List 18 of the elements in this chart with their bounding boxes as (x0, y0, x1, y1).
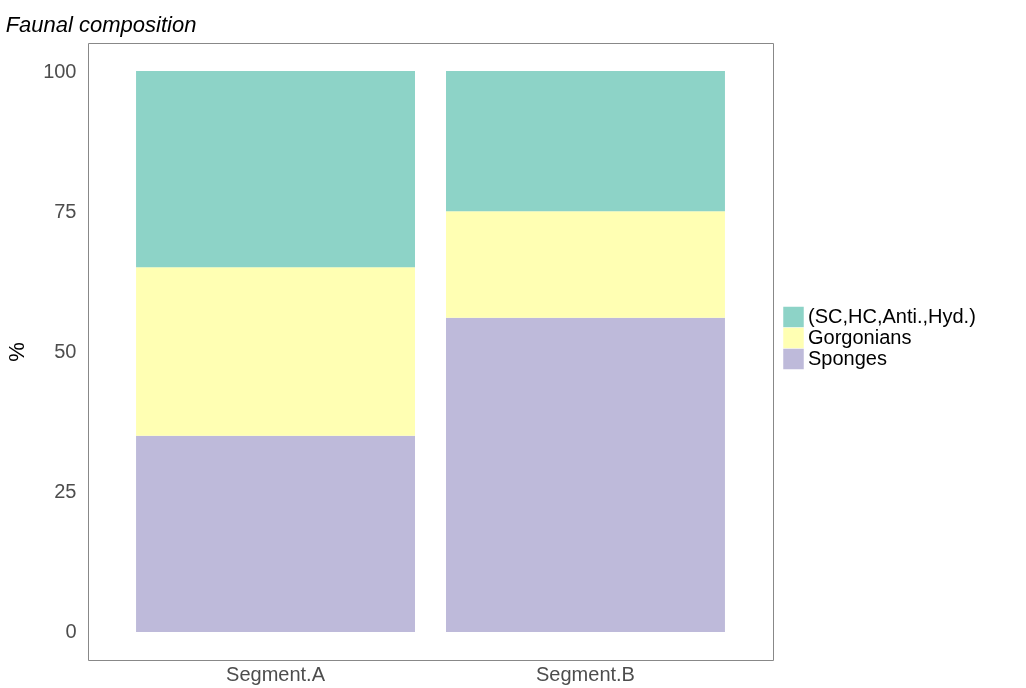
y-tick-label: 0 (65, 620, 77, 643)
x-tick-label: Segment.A (226, 662, 326, 685)
chart-title: Faunal composition (5, 12, 197, 37)
y-tick-label: 50 (54, 340, 77, 362)
bar (446, 317, 725, 632)
y-tick-label: 25 (54, 480, 77, 503)
y-tick-label: 75 (54, 199, 77, 222)
legend-label: Sponges (808, 347, 887, 369)
bar (446, 211, 725, 318)
bar (136, 71, 415, 268)
legend-label: (SC,HC,Anti.,Hyd.) (808, 305, 976, 327)
bar (446, 71, 725, 212)
y-tick-label: 100 (43, 59, 77, 82)
legend-label: Gorgonians (808, 326, 912, 348)
y-axis-title: % (4, 342, 30, 362)
x-tick-label: Segment.B (536, 662, 635, 685)
bar (136, 435, 415, 632)
bar (136, 267, 415, 436)
